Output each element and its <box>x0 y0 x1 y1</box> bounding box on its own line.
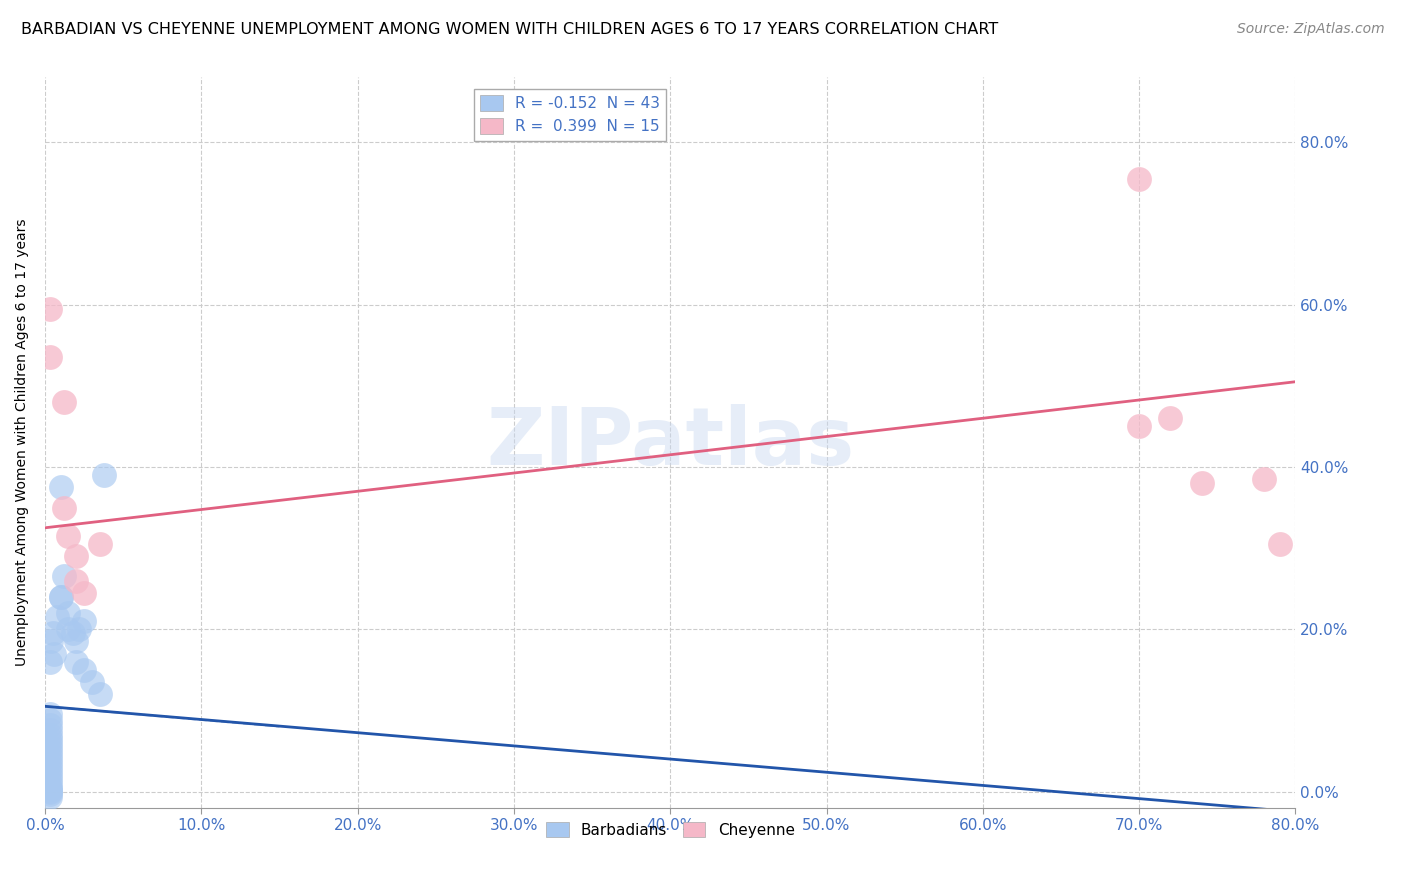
Text: Source: ZipAtlas.com: Source: ZipAtlas.com <box>1237 22 1385 37</box>
Point <box>38 747 60 762</box>
Point <box>38 718 60 732</box>
Point <box>39 634 62 648</box>
Point <box>1253 472 1275 486</box>
Point <box>58 622 80 636</box>
Point <box>89 687 111 701</box>
Point <box>46 610 69 624</box>
Point <box>38 772 60 787</box>
Point <box>38 760 60 774</box>
Point <box>38 744 60 758</box>
Point <box>38 752 60 766</box>
Point <box>1128 172 1150 186</box>
Point <box>38 713 60 727</box>
Point <box>38 780 60 794</box>
Point <box>38 783 60 797</box>
Point <box>38 787 60 801</box>
Point <box>38 723 60 737</box>
Point <box>38 301 60 316</box>
Point <box>80 675 103 690</box>
Point <box>38 784 60 798</box>
Point <box>65 634 87 648</box>
Text: BARBADIAN VS CHEYENNE UNEMPLOYMENT AMONG WOMEN WITH CHILDREN AGES 6 TO 17 YEARS : BARBADIAN VS CHEYENNE UNEMPLOYMENT AMONG… <box>21 22 998 37</box>
Point <box>52 569 75 583</box>
Point <box>52 395 75 409</box>
Point <box>65 574 87 588</box>
Point <box>1191 476 1213 491</box>
Point <box>38 655 60 669</box>
Point <box>62 626 84 640</box>
Point <box>73 663 96 677</box>
Point <box>1128 419 1150 434</box>
Point <box>58 606 80 620</box>
Point <box>42 626 65 640</box>
Point <box>44 647 66 661</box>
Point <box>65 549 87 564</box>
Point <box>49 590 72 604</box>
Point <box>38 790 60 805</box>
Text: ZIPatlas: ZIPatlas <box>486 403 855 482</box>
Point <box>89 537 111 551</box>
Point <box>65 655 87 669</box>
Point <box>38 764 60 779</box>
Point <box>38 739 60 754</box>
Point <box>38 351 60 365</box>
Point <box>67 622 90 636</box>
Point <box>38 728 60 742</box>
Point <box>38 776 60 790</box>
Point <box>49 480 72 494</box>
Y-axis label: Unemployment Among Women with Children Ages 6 to 17 years: Unemployment Among Women with Children A… <box>15 219 30 666</box>
Point <box>38 731 60 746</box>
Point <box>49 590 72 604</box>
Point <box>73 585 96 599</box>
Point <box>38 707 60 722</box>
Point <box>38 756 60 771</box>
Legend: Barbadians, Cheyenne: Barbadians, Cheyenne <box>540 815 801 844</box>
Point <box>58 529 80 543</box>
Point <box>38 768 60 782</box>
Point <box>52 500 75 515</box>
Point <box>38 782 60 797</box>
Point <box>38 736 60 750</box>
Point <box>73 614 96 628</box>
Point <box>1268 537 1291 551</box>
Point <box>1159 411 1181 425</box>
Point <box>93 468 115 483</box>
